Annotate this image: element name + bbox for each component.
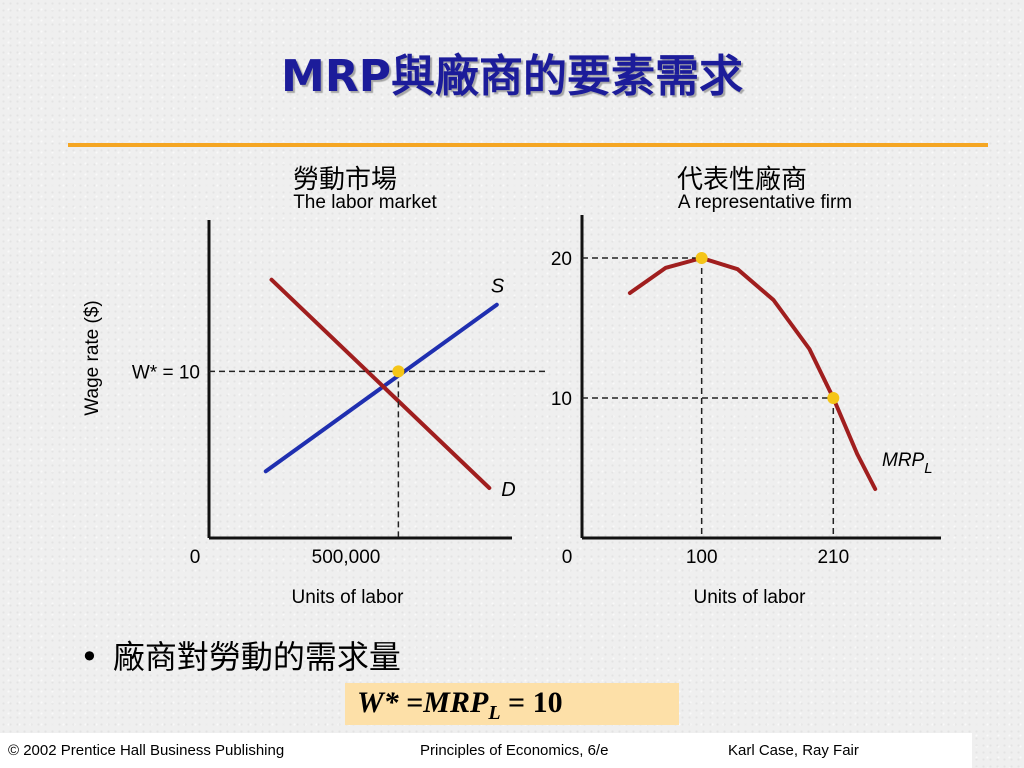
chart-0-x-tick-1: 500,000 [312, 547, 381, 568]
chart-0-supply-label: S [491, 276, 505, 298]
formula-eq1: = [398, 686, 424, 719]
chart-1-heading-zh: 代表性廠商 [677, 165, 807, 195]
chart-1-mrp-label: MRPL [882, 450, 933, 477]
chart-1-x-tick-210: 210 [817, 547, 849, 568]
chart-1-heading-en: A representative firm [678, 192, 852, 213]
chart-0-series-d-line [269, 277, 492, 490]
chart-1-mrp-label-subscript: L [924, 460, 932, 477]
formula: W* =MRPL = 10 [357, 683, 563, 733]
footer-copyright: © 2002 Prentice Hall Business Publishing [8, 742, 285, 759]
slide-title: MRP與廠商的要素需求 [281, 51, 743, 102]
chart-0-x-axis-label: Units of labor [292, 587, 405, 608]
title-divider [68, 143, 988, 147]
bullet-item: • 廠商對勞動的需求量 [80, 632, 401, 678]
chart-0-equilibrium-point [392, 365, 405, 378]
chart-1-y-tick-10: 10 [551, 389, 572, 410]
chart-0-demand-label: D [501, 479, 515, 501]
chart-0-series-s-line [263, 302, 499, 474]
formula-box: W* =MRPL = 10 [345, 683, 679, 725]
formula-lhs: W* [357, 686, 399, 719]
chart-0-y-axis-label: Wage rate ($) [82, 300, 103, 415]
bullet-marker: • [80, 638, 99, 676]
bullet-text: 廠商對勞動的需求量 [112, 638, 401, 676]
chart-1-x-tick-0: 0 [562, 547, 573, 568]
chart-1-max-point [695, 252, 708, 264]
chart-0-y-tick-wstar: W* = 10 [132, 362, 200, 383]
chart-1-wage-point [827, 392, 840, 404]
chart-1-series-mrp-line [627, 256, 878, 491]
chart-0-x-tick-0: 0 [190, 547, 201, 568]
footer-authors: Karl Case, Ray Fair [728, 742, 859, 759]
footer: © 2002 Prentice Hall Business Publishing… [0, 733, 972, 768]
chart-1-x-axis-label: Units of labor [694, 587, 807, 608]
formula-subscript: L [488, 702, 501, 724]
chart-1-y-tick-20: 20 [551, 249, 572, 270]
footer-book: Principles of Economics, 6/e [420, 742, 609, 759]
chart-0-heading-en: The labor market [293, 192, 437, 213]
formula-mrp: MRP [423, 686, 489, 719]
chart-0-heading-zh: 勞動市場 [293, 165, 397, 195]
chart-1-x-tick-100: 100 [686, 547, 718, 568]
formula-eq2: = 10 [500, 686, 563, 719]
